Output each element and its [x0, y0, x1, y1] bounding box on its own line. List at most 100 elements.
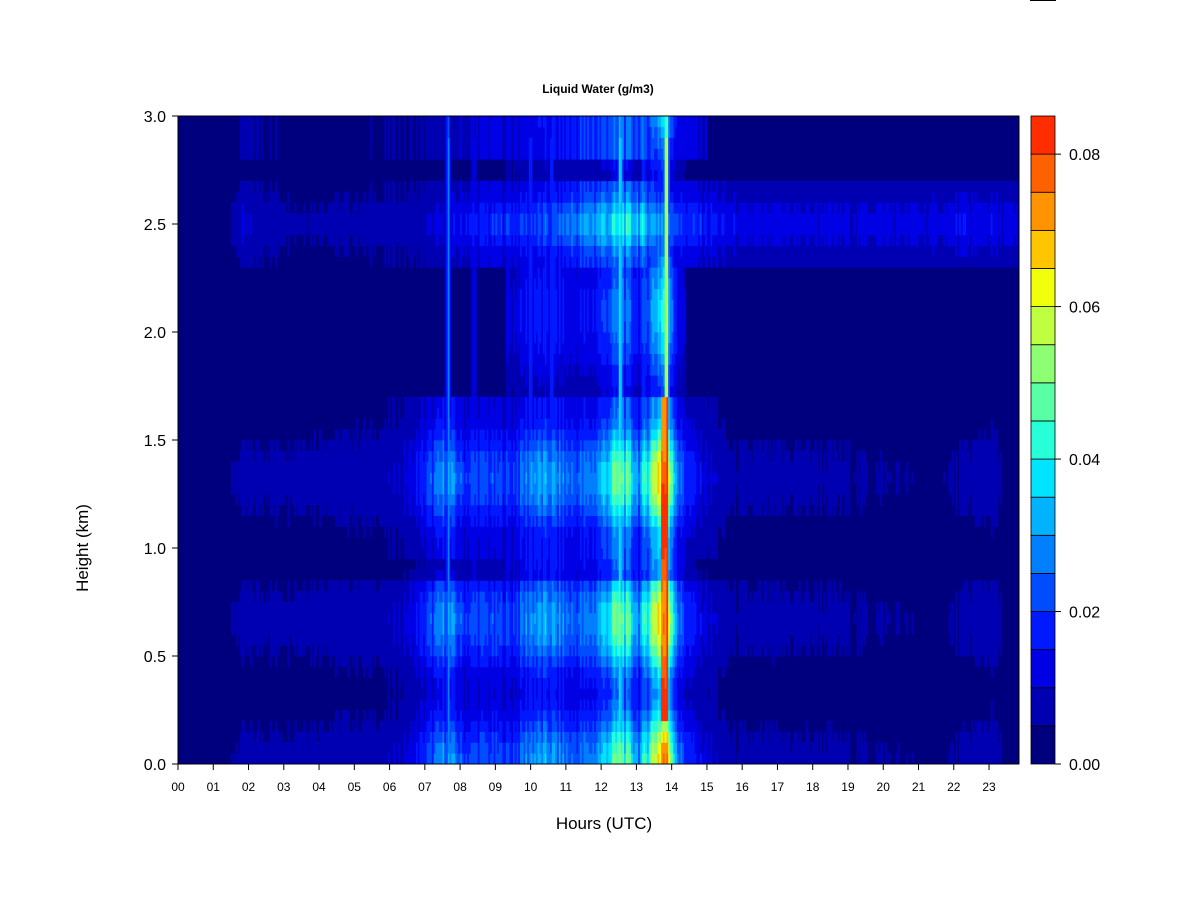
heatmap-cell — [410, 191, 413, 203]
heatmap-cell — [470, 688, 473, 700]
heatmap-cell — [454, 494, 457, 506]
heatmap-cell — [421, 602, 424, 614]
heatmap-cell — [460, 710, 463, 722]
heatmap-cell — [391, 612, 394, 624]
heatmap-cell — [326, 461, 329, 473]
heatmap-cell — [417, 548, 420, 560]
heatmap-cell — [260, 256, 264, 268]
heatmap-cell — [497, 526, 500, 538]
heatmap-cell — [433, 472, 436, 484]
heatmap-cell — [370, 515, 373, 527]
heatmap-cell — [248, 602, 251, 614]
heatmap-cell — [470, 267, 473, 279]
heatmap-cell — [324, 213, 327, 225]
heatmap-cell — [361, 224, 364, 236]
heatmap-cell — [410, 472, 413, 484]
heatmap-cell — [296, 742, 299, 754]
heatmap-cell — [287, 245, 290, 257]
heatmap-cell — [504, 537, 507, 549]
heatmap-cell — [361, 753, 364, 764]
heatmap-cell — [341, 483, 345, 495]
heatmap-cell — [447, 299, 450, 311]
heatmap-cell — [239, 591, 242, 603]
heatmap-cell — [416, 515, 419, 527]
heatmap-cell — [387, 591, 390, 603]
heatmap-cell — [445, 310, 449, 322]
heatmap-cell — [310, 440, 313, 452]
heatmap-cell — [260, 483, 264, 495]
heatmap-cell — [423, 656, 426, 668]
heatmap-cell — [454, 180, 457, 192]
heatmap-cell — [454, 224, 457, 236]
heatmap-cell — [430, 504, 433, 516]
heatmap-cell — [245, 731, 248, 743]
heatmap-cell — [400, 429, 403, 441]
heatmap-cell — [477, 688, 480, 700]
heatmap-cell — [416, 116, 419, 117]
heatmap-cell — [334, 515, 338, 527]
heatmap-cell — [438, 537, 442, 549]
heatmap-cell — [445, 321, 449, 333]
heatmap-cell — [400, 656, 403, 668]
heatmap-cell — [421, 731, 424, 743]
heatmap-cell — [419, 483, 422, 495]
heatmap-cell — [324, 645, 327, 657]
heatmap-cell — [269, 148, 272, 160]
heatmap-cell — [444, 742, 447, 754]
heatmap-cell — [424, 494, 427, 506]
heatmap-cell — [463, 148, 466, 160]
heatmap-cell — [299, 504, 302, 516]
heatmap-cell — [382, 224, 385, 236]
heatmap-cell — [334, 191, 338, 203]
heatmap-cell — [424, 677, 427, 689]
heatmap-cell — [433, 224, 436, 236]
heatmap-cell — [424, 623, 427, 635]
heatmap-cell — [317, 753, 320, 764]
heatmap-cell — [461, 245, 465, 257]
heatmap-cell — [444, 126, 447, 138]
heatmap-cell — [493, 213, 496, 225]
heatmap-cell — [472, 278, 475, 290]
heatmap-cell — [453, 580, 456, 592]
heatmap-cell — [470, 612, 473, 624]
heatmap-cell — [458, 710, 461, 722]
heatmap-cell — [329, 623, 332, 635]
heatmap-cell — [479, 213, 482, 225]
heatmap-cell — [264, 612, 267, 624]
heatmap-cell — [440, 191, 443, 203]
heatmap-cell — [486, 180, 489, 192]
heatmap-cell — [472, 288, 475, 300]
heatmap-cell — [232, 213, 235, 225]
heatmap-cell — [407, 494, 410, 506]
heatmap-cell — [474, 494, 477, 506]
heatmap-cell — [444, 558, 447, 570]
heatmap-cell — [282, 612, 285, 624]
heatmap-cell — [475, 299, 479, 311]
heatmap-cell — [461, 483, 465, 495]
heatmap-cell — [368, 234, 371, 246]
heatmap-cell — [500, 623, 503, 635]
heatmap-cell — [246, 602, 249, 614]
heatmap-cell — [484, 440, 487, 452]
heatmap-cell — [407, 461, 410, 473]
heatmap-cell — [393, 116, 396, 117]
heatmap-cell — [340, 224, 343, 236]
heatmap-cell — [264, 234, 267, 246]
heatmap-cell — [460, 116, 463, 128]
heatmap-cell — [255, 612, 258, 624]
heatmap-cell — [500, 645, 503, 657]
heatmap-cell — [414, 202, 417, 214]
heatmap-cell — [239, 645, 242, 657]
heatmap-cell — [470, 332, 473, 344]
heatmap-cell — [465, 461, 468, 473]
heatmap-cell — [333, 634, 336, 646]
heatmap-cell — [451, 224, 454, 236]
heatmap-cell — [440, 418, 443, 430]
heatmap-cell — [460, 137, 463, 149]
heatmap-cell — [410, 483, 413, 495]
heatmap-cell — [294, 580, 297, 592]
heatmap-cell — [486, 742, 489, 754]
heatmap-cell — [276, 245, 279, 257]
heatmap-cell — [444, 245, 447, 257]
heatmap-cell — [463, 591, 466, 603]
